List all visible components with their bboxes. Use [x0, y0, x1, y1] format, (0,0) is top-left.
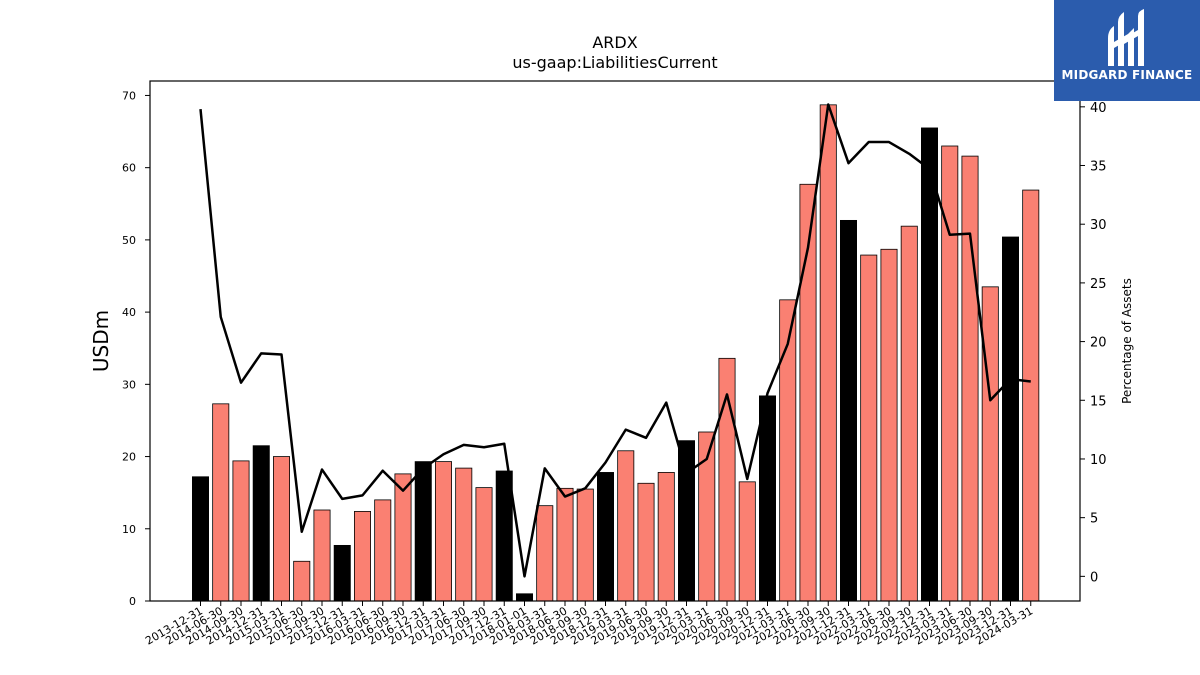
y2-axis: 0 5 10 15 20 25 30 35 40 [1080, 101, 1107, 585]
percentage-of-assets-line [199, 103, 1031, 578]
bar-2022-09-30 [900, 225, 918, 602]
bar-2019-06-30 [637, 482, 655, 602]
y-tick-label: 70 [122, 89, 136, 102]
bar-group [191, 104, 1040, 602]
bar-2016-03-31 [353, 511, 371, 602]
y2-tick-label: 25 [1090, 277, 1107, 292]
y-tick-label: 30 [122, 378, 136, 391]
bar-2024-03-31 [1022, 189, 1040, 602]
bar-2021-09-30 [819, 104, 837, 602]
y-tick-label: 10 [122, 523, 136, 536]
logo-text: MIDGARD FINANCE [1061, 68, 1193, 82]
bar-2018-01-01 [516, 593, 534, 602]
y-tick-label: 0 [129, 595, 136, 608]
bar-2015-03-31 [272, 456, 290, 602]
chart-subtitle: us-gaap:LiabilitiesCurrent [512, 53, 717, 72]
bar-2016-12-31 [414, 461, 432, 602]
y2-tick-label: 10 [1090, 453, 1107, 468]
y-tick-label: 60 [122, 162, 136, 175]
bar-2018-09-30 [576, 488, 594, 602]
x-axis: 2013-12-312014-06-302014-09-302014-12-31… [143, 601, 1035, 648]
logo-mark-icon [1108, 9, 1144, 66]
y2-tick-label: 20 [1090, 336, 1107, 351]
bar-2014-06-30 [212, 403, 230, 602]
y2-tick-label: 0 [1090, 570, 1098, 585]
chart-title: ARDX [592, 33, 637, 52]
y2-axis-label: Percentage of Assets [1120, 278, 1134, 404]
y2-tick-label: 15 [1090, 394, 1107, 409]
plot-frame [149, 80, 1081, 602]
midgard-finance-logo: MIDGARD FINANCE [1054, 0, 1200, 101]
bar-2019-12-31 [678, 440, 696, 602]
y-tick-label: 40 [122, 306, 136, 319]
bar-2022-03-31 [860, 254, 878, 602]
y-tick-label: 20 [122, 451, 136, 464]
bar-2020-12-31 [759, 395, 777, 602]
bar-2023-09-30 [981, 286, 999, 602]
bar-2023-12-31 [1002, 236, 1020, 602]
bar-2016-09-30 [394, 473, 412, 602]
line-group [199, 103, 1031, 578]
bar-2014-09-30 [232, 460, 250, 602]
bar-2021-12-31 [840, 219, 858, 602]
bar-2017-09-30 [475, 487, 493, 602]
y-axis: 0 10 20 30 40 50 60 70 [122, 89, 150, 608]
bar-2017-03-31 [434, 461, 452, 602]
y2-tick-label: 35 [1090, 160, 1107, 175]
bar-2013-12-31 [191, 476, 209, 602]
bar-2023-06-30 [961, 155, 979, 602]
y2-tick-label: 5 [1090, 512, 1098, 527]
bar-2019-03-31 [617, 450, 635, 602]
bar-2018-12-31 [597, 472, 615, 602]
bar-2017-12-31 [495, 470, 513, 602]
bar-2015-12-31 [333, 544, 351, 602]
bar-2018-06-30 [556, 487, 574, 602]
y2-tick-label: 30 [1090, 218, 1107, 233]
bar-2014-12-31 [252, 445, 270, 602]
bar-2018-03-31 [536, 505, 554, 602]
bar-2015-09-30 [313, 509, 331, 602]
y-tick-label: 50 [122, 234, 136, 247]
bar-2020-09-30 [738, 481, 756, 602]
bar-2019-09-30 [657, 472, 675, 602]
bar-2022-12-31 [921, 127, 939, 602]
y2-tick-label: 40 [1090, 101, 1107, 116]
bar-2022-06-30 [880, 248, 898, 602]
bar-2017-06-30 [455, 467, 473, 602]
y-axis-label: USDm [89, 310, 113, 372]
bar-2016-06-30 [374, 499, 392, 602]
bar-2015-06-30 [293, 560, 311, 602]
